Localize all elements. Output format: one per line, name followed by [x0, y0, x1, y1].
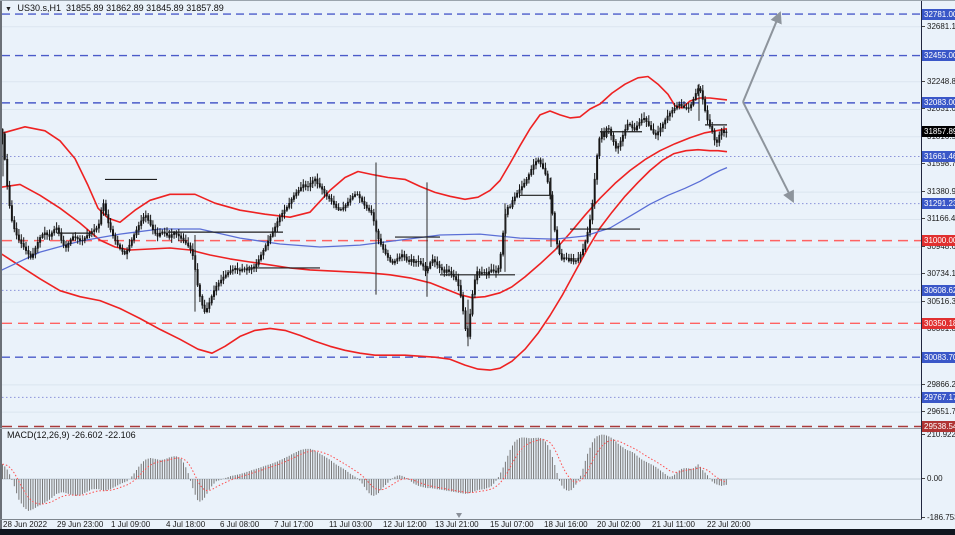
price-axis-divider	[921, 1, 922, 519]
macd-axis-label: 210.922	[922, 429, 955, 439]
price-level-badge: 31661.46	[922, 150, 955, 162]
macd-pane	[2, 434, 727, 511]
trend-arrow-up[interactable]	[742, 11, 782, 103]
time-axis-label: 20 Jul 02:00	[597, 520, 641, 529]
symbol-period-label: US30.s,H1	[17, 3, 61, 13]
macd-signal-value: -22.106	[105, 430, 136, 440]
time-axis-label: 11 Jul 03:00	[329, 520, 372, 529]
price-level-badge: 32083.00	[922, 97, 955, 109]
time-axis-label: 18 Jul 16:00	[544, 520, 588, 529]
price-axis-label: 30734.10	[921, 269, 955, 278]
time-axis-label: 13 Jul 21:00	[435, 520, 479, 529]
trend-arrow-down[interactable]	[742, 101, 794, 203]
price-level-badge: 30350.18	[922, 317, 955, 329]
price-level-badge: 29538.54	[922, 420, 955, 432]
pane-divider[interactable]	[0, 428, 921, 429]
time-axis-label: 22 Jul 20:00	[707, 520, 751, 529]
price-axis-label: 29651.70	[921, 407, 955, 416]
chart-header: ▼ US30.s,H1 31855.89 31862.89 31845.89 3…	[5, 3, 224, 13]
price-axis-label: 32031.00	[921, 104, 955, 113]
price-axis-label: 32248.80	[921, 77, 955, 86]
time-axis-label: 4 Jul 18:00	[166, 520, 206, 529]
price-level-badge: 30083.70	[922, 351, 955, 363]
time-axis-label: 29 Jun 23:00	[57, 520, 104, 529]
price-axis-label: 30516.30	[921, 297, 955, 306]
price-axis-label: 31166.40	[922, 214, 955, 223]
price-level-badge: 32781.00	[922, 8, 955, 20]
ohlc-low: 31845.89	[146, 3, 184, 13]
price-gridlines	[2, 26, 921, 480]
macd-header: MACD(12,26,9) -26.602 -22.106	[7, 430, 136, 440]
price-axis-label: 30948.60	[921, 242, 955, 251]
time-axis-label: 21 Jul 11:00	[652, 520, 695, 529]
macd-label: MACD(12,26,9)	[7, 430, 70, 440]
time-axis-label: 1 Jul 09:00	[111, 520, 151, 529]
time-axis-label: 7 Jul 17:00	[274, 520, 314, 529]
time-axis-label: 6 Jul 08:00	[220, 520, 260, 529]
price-axis-label: 30301.80	[921, 324, 955, 333]
chart-shift-marker[interactable]	[456, 513, 462, 518]
price-level-badge: 29767.17	[922, 391, 955, 403]
window-bottom-bar	[0, 529, 955, 535]
candlesticks	[2, 84, 728, 340]
indicator-band-lines	[2, 75, 728, 371]
time-axis-label: 28 Jun 2022	[3, 520, 48, 529]
price-level-badge: 31000.00	[922, 235, 955, 247]
trend-arrows[interactable]	[742, 11, 794, 203]
price-level-segments[interactable]	[2, 83, 727, 347]
ohlc-close: 31857.89	[186, 3, 224, 13]
price-axis[interactable]: 32681.1032248.8032031.0031816.5031598.70…	[921, 1, 955, 529]
ohlc-high: 31862.89	[106, 3, 144, 13]
time-axis-label: 15 Jul 07:00	[490, 520, 534, 529]
current-price-badge: 31857.89	[922, 125, 955, 137]
price-level-badge: 30608.62	[922, 284, 955, 296]
indicator-collapse-triangle-icon[interactable]: ▼	[5, 6, 12, 13]
time-axis-label: 12 Jul 12:00	[383, 520, 427, 529]
macd-main-value: -26.602	[72, 430, 103, 440]
macd-axis-label: -186.753	[922, 513, 955, 522]
time-axis-divider	[0, 519, 922, 520]
horizontal-level-lines[interactable]	[2, 13, 921, 428]
price-level-badge: 31291.23	[922, 198, 955, 210]
macd-axis-label: 0.00	[922, 474, 943, 483]
ohlc-open: 31855.89	[66, 3, 104, 13]
price-axis-label: 31598.70	[921, 159, 955, 168]
price-axis-label: 32681.10	[921, 22, 955, 31]
window-left-border	[0, 1, 2, 535]
price-axis-label: 31380.90	[921, 187, 955, 196]
price-axis-label: 29866.20	[921, 380, 955, 389]
price-level-badge: 32455.00	[922, 50, 955, 62]
